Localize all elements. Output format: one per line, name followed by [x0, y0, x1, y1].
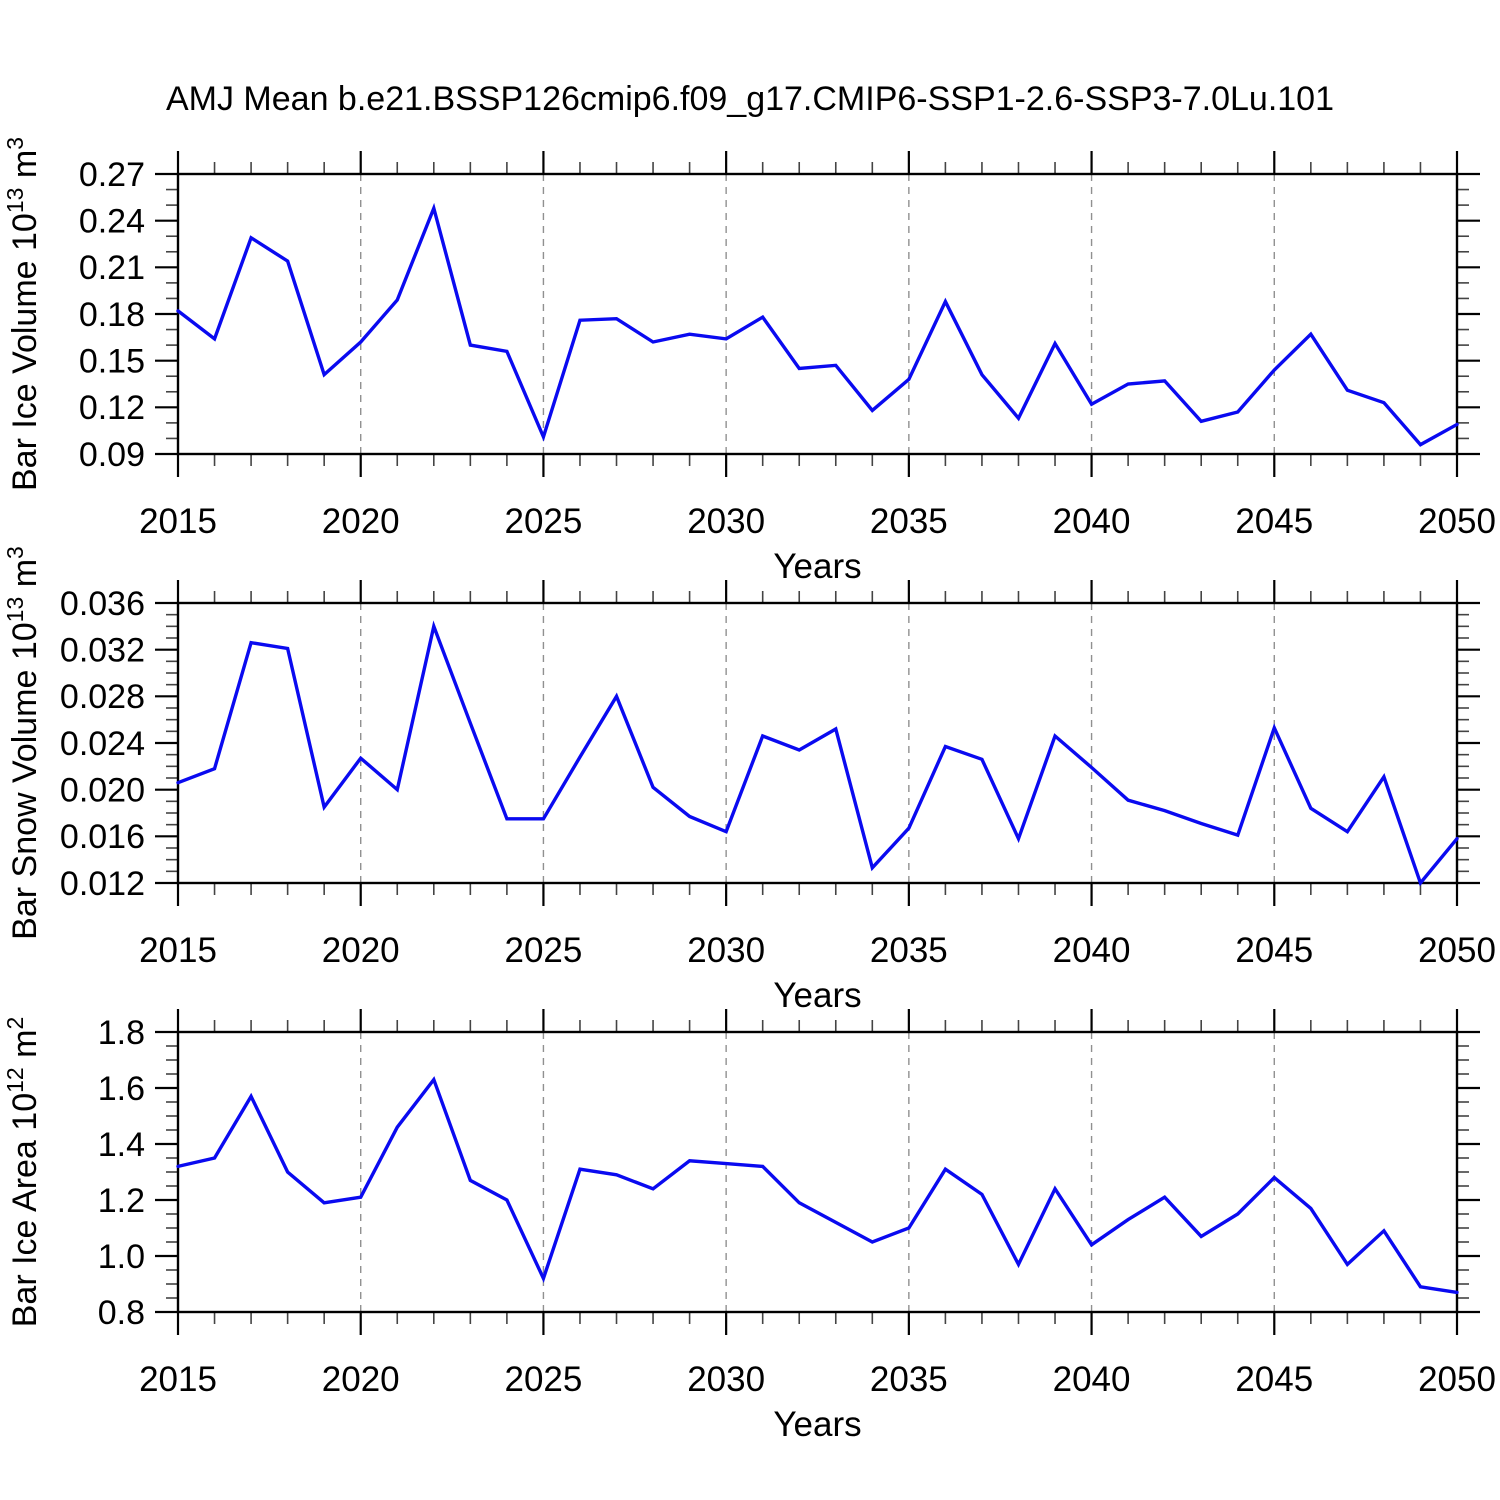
- y-tick-label: 0.09: [79, 436, 145, 474]
- x-tick-label: 2030: [687, 931, 765, 970]
- chart-title: AMJ Mean b.e21.BSSP126cmip6.f09_g17.CMIP…: [165, 80, 1334, 118]
- data-line-bar-snow-volume: [176, 620, 1459, 887]
- y-tick-label: 0.8: [98, 1294, 145, 1332]
- panel-bar-ice-area: 2015 2020 2025 2030 2035 2040 2045 2050 0.8 1.0 1.…: [2, 1009, 1496, 1444]
- panel-bar-snow-volume: 2015 2020 2025 2030 2035 2040 2045 2050 0.012 0.0…: [2, 546, 1496, 1015]
- x-tick-label: 2040: [1053, 931, 1131, 970]
- y-tick-label: 1.2: [98, 1182, 145, 1220]
- y-tick-label: 0.016: [60, 818, 145, 856]
- x-tick-label: 2030: [687, 502, 765, 541]
- x-tick-label: 2040: [1053, 502, 1131, 541]
- x-tick-label: 2035: [870, 931, 948, 970]
- x-tick-label: 2015: [139, 1360, 217, 1399]
- plot-frame: [176, 1030, 1459, 1314]
- y-tick-label: 1.8: [98, 1014, 145, 1052]
- x-tick-label: 2035: [870, 502, 948, 541]
- x-tick-label: 2050: [1418, 502, 1496, 541]
- y-axis-title: Bar Ice Volume 1013 m3: [2, 137, 44, 491]
- panel-bar-ice-volume: 2015 2020 2025 2030 2035 2040 2045 2050 0.09 0.12…: [2, 137, 1496, 586]
- plot-frame: [176, 601, 1459, 885]
- x-tick-label: 2025: [504, 502, 582, 541]
- data-line-bar-ice-area: [176, 1076, 1459, 1295]
- x-tick-label: 2015: [139, 502, 217, 541]
- x-axis-title: Years: [773, 976, 861, 1015]
- x-tick-label: 2015: [139, 931, 217, 970]
- y-tick-label: 0.032: [60, 632, 145, 670]
- data-line-bar-ice-volume: [176, 202, 1459, 447]
- y-tick-label: 1.0: [98, 1238, 145, 1276]
- y-tick-label: 0.12: [79, 389, 145, 427]
- x-axis-title: Years: [773, 1405, 861, 1444]
- y-tick-label: 0.020: [60, 772, 145, 810]
- plot-frame: [176, 172, 1459, 456]
- x-tick-label: 2045: [1235, 502, 1313, 541]
- y-axis-title: Bar Snow Volume 1013 m3: [2, 546, 44, 940]
- x-tick-label: 2050: [1418, 1360, 1496, 1399]
- x-tick-label: 2045: [1235, 1360, 1313, 1399]
- y-tick-label: 0.028: [60, 678, 145, 716]
- y-tick-label: 0.21: [79, 249, 145, 287]
- y-tick-label: 0.036: [60, 585, 145, 623]
- x-tick-label: 2020: [322, 502, 400, 541]
- x-axis-title: Years: [773, 547, 861, 586]
- y-tick-label: 0.012: [60, 865, 145, 903]
- y-tick-label: 0.27: [79, 156, 145, 194]
- y-tick-label: 1.4: [98, 1126, 145, 1164]
- x-tick-label: 2020: [322, 1360, 400, 1399]
- x-tick-label: 2025: [504, 931, 582, 970]
- y-tick-label: 0.24: [79, 203, 145, 241]
- x-tick-label: 2040: [1053, 1360, 1131, 1399]
- x-tick-label: 2025: [504, 1360, 582, 1399]
- y-tick-label: 0.024: [60, 725, 145, 763]
- y-tick-label: 0.15: [79, 343, 145, 381]
- x-tick-label: 2035: [870, 1360, 948, 1399]
- x-tick-label: 2045: [1235, 931, 1313, 970]
- x-tick-label: 2030: [687, 1360, 765, 1399]
- y-tick-label: 0.18: [79, 296, 145, 334]
- x-tick-label: 2020: [322, 931, 400, 970]
- x-tick-label: 2050: [1418, 931, 1496, 970]
- y-axis-title: Bar Ice Area 1012 m2: [2, 1017, 44, 1328]
- y-tick-label: 1.6: [98, 1070, 145, 1108]
